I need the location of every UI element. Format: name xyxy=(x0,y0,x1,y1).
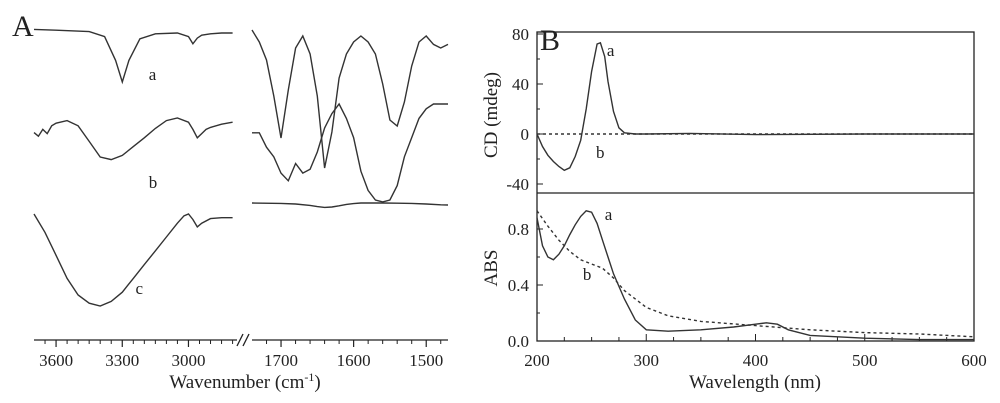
x-tick-label: 600 xyxy=(961,351,987,370)
x-tick-label: 300 xyxy=(634,351,660,370)
ir-curve-c-left xyxy=(33,213,233,307)
cd-y-tick-label: 0 xyxy=(521,125,530,144)
curve-label-b: b xyxy=(149,173,158,192)
ir-curve-a-right xyxy=(251,29,449,169)
x-tick-label: 200 xyxy=(524,351,550,370)
x-tick-label: 1700 xyxy=(264,351,298,370)
cd-curve-label-a: a xyxy=(607,41,615,60)
x-tick-label: 500 xyxy=(852,351,878,370)
panel-b-frame xyxy=(536,31,975,342)
cd-curve-label-b: b xyxy=(596,143,605,162)
curve-label-c: c xyxy=(136,279,144,298)
abs-y-tick-label: 0.8 xyxy=(508,220,529,239)
abs-y-tick-label: 0.0 xyxy=(508,332,529,351)
cd-y-tick-label: 80 xyxy=(512,25,529,44)
ir-curve-b-left xyxy=(33,117,233,161)
abs-curve-label-b: b xyxy=(583,265,592,284)
abs-curve-label-a: a xyxy=(605,205,613,224)
panel-a-label: A xyxy=(12,10,34,43)
ir-curve-c-right xyxy=(251,202,449,209)
x-tick-label: 3600 xyxy=(39,351,73,370)
panel-b-x-label: Wavelength (nm) xyxy=(689,372,821,393)
x-tick-label: 3000 xyxy=(171,351,205,370)
curve-label-a: a xyxy=(149,65,157,84)
abs-y-tick-label: 0.4 xyxy=(508,276,530,295)
cd-y-label: CD (mdeg) xyxy=(481,72,502,158)
x-tick-label: 1500 xyxy=(409,351,443,370)
x-tick-label: 1600 xyxy=(337,351,371,370)
axis-break-marks xyxy=(236,333,250,347)
panel-b-label: B xyxy=(540,24,560,57)
abs-y-label: ABS xyxy=(481,250,502,287)
ir-curve-a-left xyxy=(33,28,233,85)
cd-y-tick-label: 40 xyxy=(512,75,529,94)
abs-curve-b xyxy=(536,210,975,338)
panel-a-x-label: Wavenumber (cm-1) xyxy=(169,370,320,393)
abs-curve-a xyxy=(536,210,974,341)
x-tick-label: 400 xyxy=(743,351,769,370)
x-tick-label: 3300 xyxy=(105,351,139,370)
cd-y-tick-label: -40 xyxy=(506,175,529,194)
ir-curve-b-right xyxy=(252,102,448,203)
